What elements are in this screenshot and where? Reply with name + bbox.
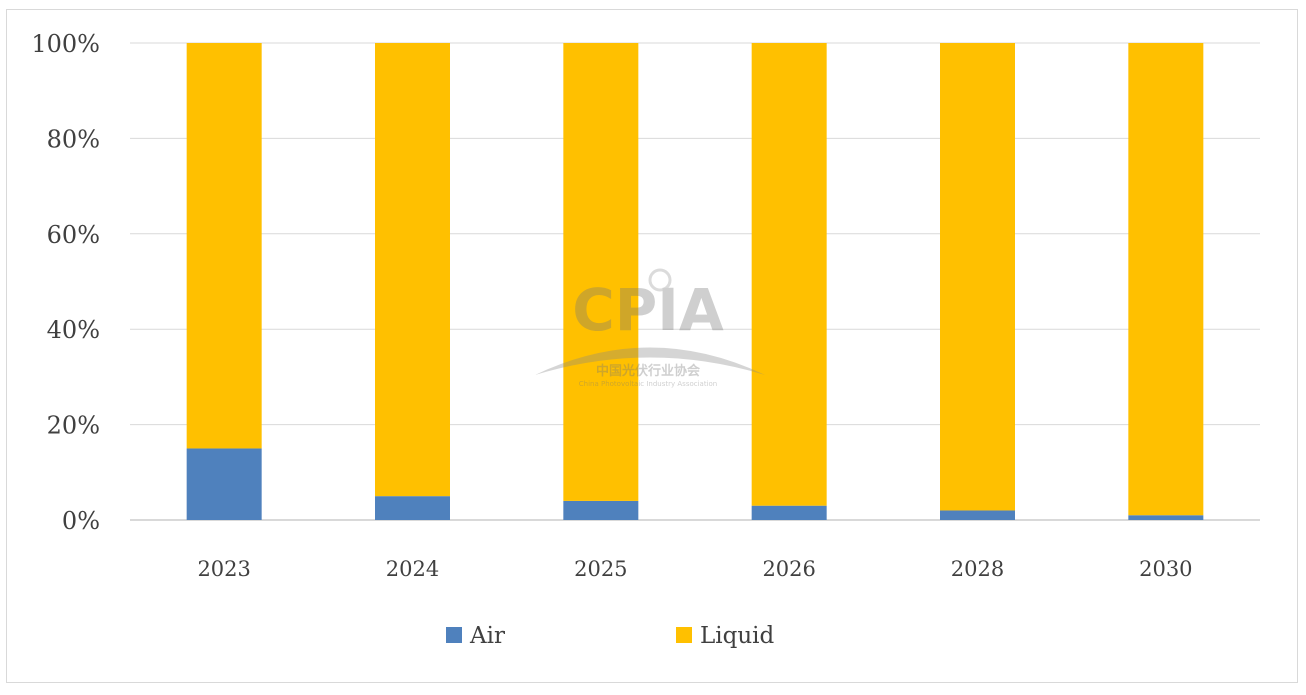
bar-air-2030 — [1128, 515, 1204, 520]
chart-frame — [6, 9, 1298, 683]
y-tick-label: 20% — [47, 412, 100, 440]
x-tick-label: 2028 — [951, 557, 1004, 581]
svg-text:China Photovoltaic Industry As: China Photovoltaic Industry Association — [579, 380, 718, 388]
x-tick-label: 2026 — [762, 557, 815, 581]
legend-swatch-air — [446, 627, 462, 643]
legend: Air Liquid — [446, 623, 775, 649]
x-tick-label: 2025 — [574, 557, 627, 581]
bar-air-2025 — [563, 500, 639, 520]
bar-air-2024 — [375, 496, 450, 520]
legend-label-liquid: Liquid — [700, 623, 775, 649]
bar-air-2026 — [751, 505, 827, 520]
bar-air-2028 — [940, 510, 1015, 520]
bar-liquid-2026 — [751, 43, 827, 506]
legend-label-air: Air — [469, 623, 505, 649]
legend-swatch-liquid — [676, 627, 692, 643]
y-tick-label: 80% — [47, 125, 100, 153]
svg-text:CPIA: CPIA — [572, 276, 724, 344]
y-tick-label: 100% — [31, 30, 100, 58]
x-tick-label: 2030 — [1139, 557, 1192, 581]
svg-text:中国光伏行业协会: 中国光伏行业协会 — [596, 363, 701, 379]
bar-liquid-2025 — [563, 43, 639, 501]
bar-liquid-2023 — [186, 43, 262, 449]
bar-liquid-2028 — [940, 43, 1015, 511]
y-tick-label: 40% — [47, 316, 100, 344]
y-tick-label: 0% — [62, 507, 100, 535]
x-tick-label: 2024 — [386, 557, 439, 581]
x-tick-label: 2023 — [197, 557, 250, 581]
cpia-watermark-logo: CPIA 中国光伏行业协会 China Photovoltaic Industr… — [535, 268, 765, 388]
bar-liquid-2030 — [1128, 43, 1204, 516]
bar-liquid-2024 — [375, 43, 450, 497]
bar-air-2023 — [186, 448, 262, 520]
y-tick-label: 60% — [47, 221, 100, 249]
